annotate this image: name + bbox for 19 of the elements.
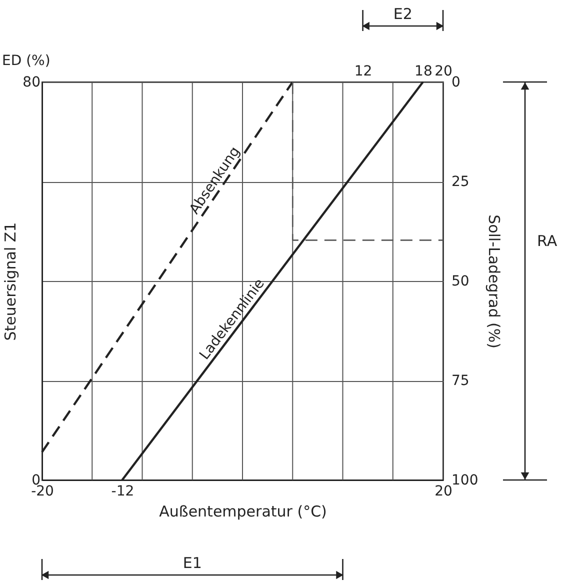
x-tick-label: -20 [31, 484, 54, 500]
x2-tick-label: 18 [414, 64, 432, 80]
text: E2 [393, 5, 412, 23]
x-axis-title: Außentemperatur (°C) [159, 502, 327, 520]
text: E1 [182, 554, 202, 572]
y2-tick-label: 50 [452, 274, 470, 290]
x-tick-label: -12 [111, 484, 134, 500]
y2-axis-title: Soll-Ladegrad (%) [485, 214, 504, 348]
text: RA [537, 232, 558, 250]
y2-tick-label: 25 [452, 174, 470, 190]
y-tick-label: 80 [22, 74, 40, 90]
y2-tick-label: 0 [452, 74, 460, 90]
x2-tick-label: 20 [434, 64, 452, 80]
x2-tick-label: 12 [354, 64, 372, 80]
y2-tick-label: 75 [452, 373, 470, 389]
text: ED (%) [2, 53, 50, 69]
x-tick-label: 20 [434, 484, 452, 500]
y-axis-title: Steuersignal Z1 [2, 222, 20, 341]
y2-tick-label: 100 [452, 472, 478, 488]
